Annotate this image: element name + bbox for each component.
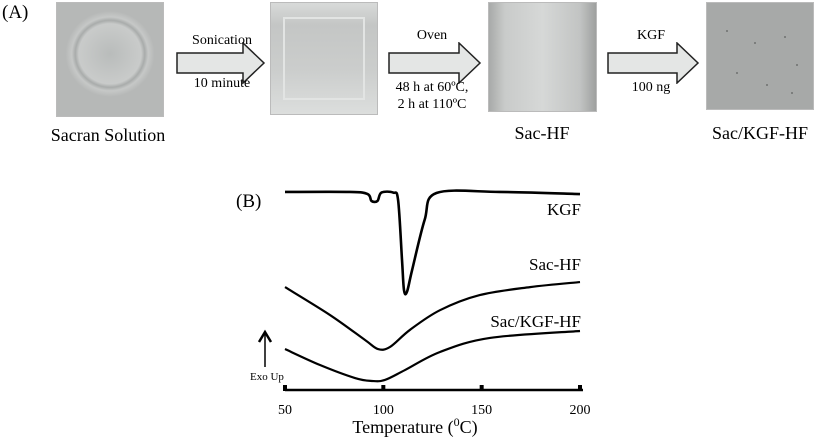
dsc-chart: (B) 50 100 150 200 Temperature (0C) Exo Up … xyxy=(236,189,591,438)
arrow-label-below: 2 h at 110ºC xyxy=(397,97,467,112)
x-tick xyxy=(578,385,582,391)
arrow-label-above: KGF xyxy=(636,28,666,43)
arrow-sonication xyxy=(176,42,266,84)
x-tick xyxy=(479,385,484,391)
exo-up-label: Exo Up xyxy=(250,371,284,383)
photo-sac-hf xyxy=(488,2,597,112)
caption-sac-kgf-hf: Sac/KGF-HF xyxy=(711,123,809,143)
series-line-kgf xyxy=(284,189,581,296)
series-label: KGF xyxy=(547,200,581,219)
x-tick-label: 150 xyxy=(471,403,492,418)
arrow-label-above: Sonication xyxy=(192,33,252,48)
arrow-label-above: Oven xyxy=(416,28,448,43)
panel-a-label: (A) xyxy=(2,2,29,23)
photo-sonicated-container xyxy=(270,2,378,115)
photo-sacran-solution xyxy=(56,2,164,117)
arrow-oven xyxy=(388,42,482,84)
series-label: Sac/KGF-HF xyxy=(490,312,581,331)
x-tick xyxy=(381,385,386,391)
arrow-kgf xyxy=(607,42,700,84)
photo-sac-kgf-hf xyxy=(706,2,814,110)
x-tick-label: 50 xyxy=(278,403,292,418)
arrow-label-below: 10 minute xyxy=(193,76,251,91)
x-tick-label: 100 xyxy=(373,403,394,418)
arrow-label-below: 48 h at 60ºC, xyxy=(395,80,469,95)
arrow-label-below: 100 ng xyxy=(631,80,671,95)
exo-up-arrowhead-icon xyxy=(257,329,273,343)
series-line-sac-hf xyxy=(284,280,581,351)
x-tick xyxy=(283,385,287,391)
caption-sacran-solution: Sacran Solution xyxy=(50,125,166,145)
series-label: Sac-HF xyxy=(529,255,581,274)
x-tick-label: 200 xyxy=(570,403,591,418)
panel-b-label: (B) xyxy=(236,191,261,212)
caption-sac-hf: Sac-HF xyxy=(514,123,570,143)
x-axis-label: Temperature (0C) xyxy=(352,415,477,438)
series-line-sac-kgf-hf xyxy=(284,329,581,383)
